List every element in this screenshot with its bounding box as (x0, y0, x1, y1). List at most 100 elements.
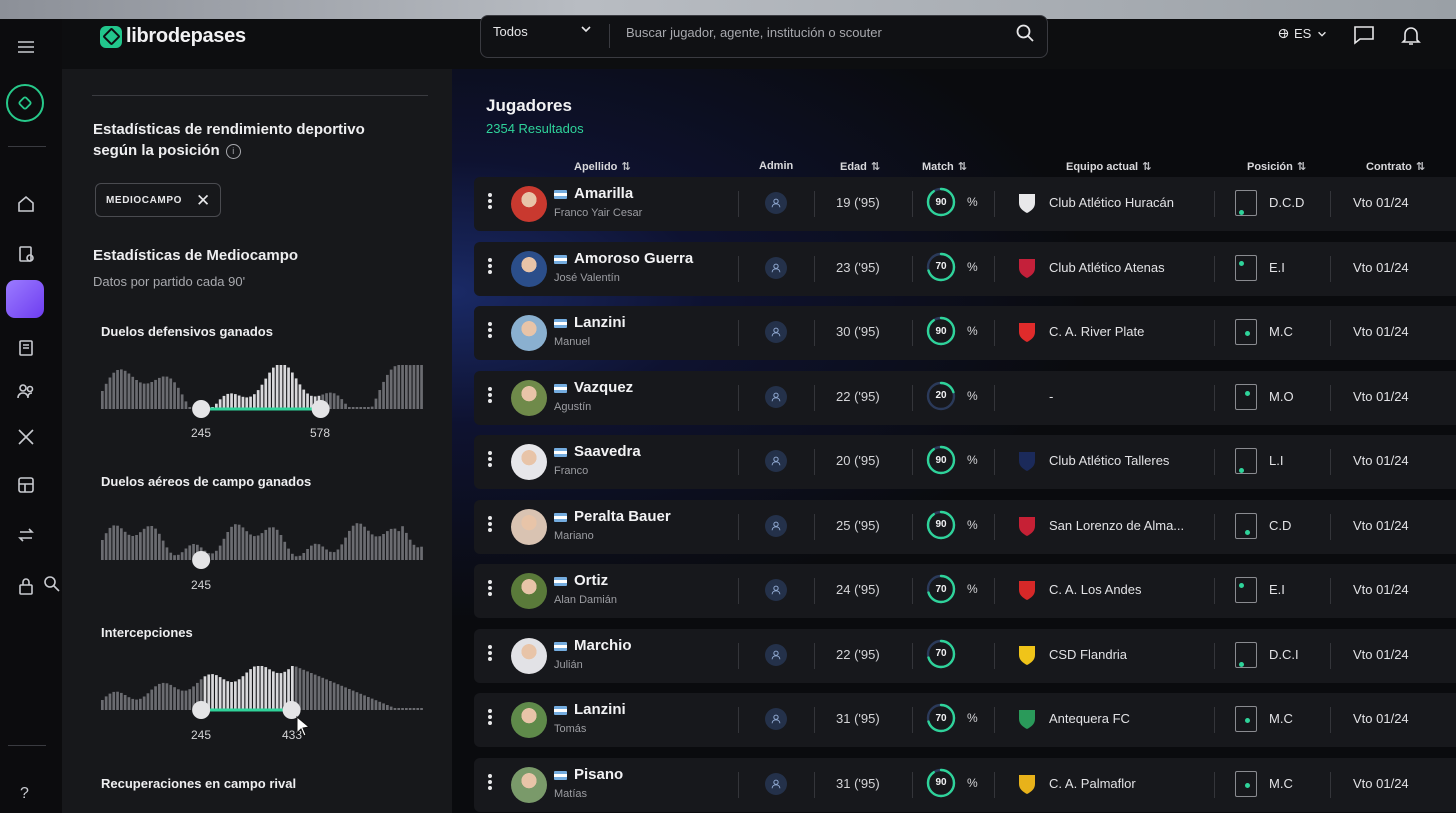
menu-icon[interactable] (14, 35, 38, 59)
team-name[interactable]: Club Atlético Atenas (1049, 259, 1165, 275)
player-last-name[interactable]: Lanzini (574, 701, 626, 718)
avatar[interactable] (511, 573, 547, 609)
player-row[interactable]: Marchio Julián 22 ('95) 70 CSD Flandria (474, 628, 1456, 683)
column-header-apellido[interactable]: Apellido ⇅ (574, 160, 631, 174)
team-name[interactable]: C. A. River Plate (1049, 324, 1145, 339)
player-row[interactable]: Saavedra Franco 20 ('95) 90 % Club Atlét… (474, 435, 1456, 489)
avatar[interactable] (511, 702, 547, 738)
close-icon[interactable]: ✕ (196, 190, 211, 210)
team-name[interactable]: Antequera FC (1049, 711, 1130, 726)
avatar[interactable] (511, 186, 547, 222)
chevron-down-icon[interactable] (579, 22, 593, 36)
search-icon[interactable] (40, 572, 64, 596)
layout-icon[interactable] (14, 473, 38, 497)
player-row[interactable]: Amoroso Guerra José Valentín 23 ('95) 70… (474, 241, 1456, 296)
player-last-name[interactable]: Vazquez (574, 378, 634, 396)
admin-user-icon[interactable] (765, 514, 787, 537)
slider-handle[interactable] (192, 701, 211, 719)
team-name[interactable]: CSD Flandria (1049, 646, 1128, 662)
admin-user-icon[interactable] (765, 450, 787, 472)
player-last-name[interactable]: Marchio (574, 636, 632, 654)
player-row[interactable]: Vazquez Agustín 22 ('95) 20 % - M.O (474, 370, 1456, 425)
player-last-name[interactable]: Lanzini (574, 314, 626, 331)
team-name[interactable]: Club Atlético Talleres (1049, 453, 1170, 468)
row-menu-icon[interactable] (488, 773, 492, 792)
player-row[interactable]: Lanzini Tomás 31 ('95) 70 % Antequera FC (474, 693, 1456, 747)
search-input[interactable]: Buscar jugador, agente, institución o sc… (626, 25, 882, 40)
admin-user-icon[interactable] (765, 321, 787, 343)
row-menu-icon[interactable] (488, 580, 492, 598)
player-last-name[interactable]: Saavedra (574, 443, 641, 460)
avatar[interactable] (511, 508, 547, 545)
row-menu-icon[interactable] (488, 515, 492, 534)
player-last-name[interactable]: Peralta Bauer (574, 507, 671, 525)
bell-icon[interactable] (1399, 23, 1423, 47)
admin-user-icon[interactable] (765, 256, 787, 279)
player-row[interactable]: Pisano Matías 31 ('95) 90 % C. A. Palmaf… (474, 757, 1456, 812)
column-header-edad[interactable]: Edad ⇅ (840, 160, 880, 174)
histogram-interceptions[interactable] (101, 660, 424, 730)
slider-handle[interactable] (282, 701, 301, 719)
avatar[interactable] (511, 250, 547, 287)
histogram-aerial-duels[interactable] (101, 510, 424, 580)
histogram-bar (203, 676, 207, 710)
player-row[interactable]: Peralta Bauer Mariano 25 ('95) 90 % San … (474, 499, 1456, 554)
admin-user-icon[interactable] (765, 385, 787, 408)
profile-logo-icon[interactable] (6, 84, 44, 122)
admin-user-icon[interactable] (765, 579, 787, 601)
avatar[interactable] (511, 637, 547, 674)
histogram-defensive-duels[interactable] (101, 359, 424, 429)
row-menu-icon[interactable] (488, 386, 492, 405)
player-last-name[interactable]: Amoroso Guerra (574, 249, 694, 267)
slider-handle[interactable] (192, 400, 211, 418)
transfer-icon[interactable] (14, 523, 38, 547)
column-header-equipo[interactable]: Equipo actual ⇅ (1066, 160, 1151, 174)
document-settings-icon[interactable] (14, 242, 38, 266)
team-name[interactable]: C. A. Los Andes (1049, 582, 1142, 597)
slider-handle[interactable] (192, 551, 211, 569)
player-row[interactable]: Lanzini Manuel 30 ('95) 90 % C. A. River… (474, 306, 1456, 360)
home-icon[interactable] (14, 192, 38, 216)
column-header-contrato[interactable]: Contrato ⇅ (1366, 160, 1425, 174)
brand-logo[interactable]: librodepases (100, 25, 246, 48)
player-row[interactable]: Amarilla Franco Yair Cesar 19 ('95) 90 %… (474, 177, 1456, 231)
column-header-match[interactable]: Match ⇅ (922, 160, 967, 174)
position-filter-chip[interactable]: MEDIOCAMPO ✕ (95, 183, 222, 217)
avatar[interactable] (511, 444, 547, 480)
row-menu-icon[interactable] (488, 322, 492, 340)
avatar[interactable] (511, 379, 547, 416)
tools-icon[interactable] (14, 425, 38, 449)
notebook-icon[interactable] (14, 336, 38, 360)
search-submit-icon[interactable] (1015, 23, 1035, 43)
player-row[interactable]: Ortiz Alan Damián 24 ('95) 70 % C. A. Lo… (474, 564, 1456, 618)
histogram-bar (416, 708, 420, 710)
lock-icon[interactable] (14, 574, 38, 598)
users-icon[interactable] (14, 379, 38, 403)
slider-handle[interactable] (311, 400, 330, 418)
language-selector[interactable]: ES (1278, 26, 1328, 41)
help-button[interactable]: ? (20, 785, 29, 802)
team-name[interactable]: - (1049, 388, 1054, 404)
player-last-name[interactable]: Pisano (574, 765, 624, 783)
admin-user-icon[interactable] (765, 192, 787, 214)
team-name[interactable]: Club Atlético Huracán (1049, 195, 1175, 210)
row-menu-icon[interactable] (488, 451, 492, 469)
info-icon[interactable]: i (225, 143, 241, 159)
admin-user-icon[interactable] (765, 772, 787, 795)
player-last-name[interactable]: Ortiz (574, 572, 609, 589)
team-name[interactable]: C. A. Palmaflor (1049, 775, 1136, 791)
column-header-posicion[interactable]: Posición ⇅ (1247, 160, 1306, 174)
row-menu-icon[interactable] (488, 257, 492, 276)
chat-icon[interactable] (1352, 23, 1376, 47)
player-last-name[interactable]: Amarilla (574, 185, 634, 202)
rail-active-item[interactable] (6, 280, 44, 318)
row-menu-icon[interactable] (488, 709, 492, 727)
avatar[interactable] (511, 315, 547, 351)
row-menu-icon[interactable] (488, 644, 492, 663)
team-name[interactable]: San Lorenzo de Alma... (1049, 517, 1185, 533)
avatar[interactable] (511, 766, 547, 803)
admin-user-icon[interactable] (765, 643, 787, 666)
search-filter-select[interactable]: Todos (493, 24, 528, 39)
admin-user-icon[interactable] (765, 708, 787, 730)
row-menu-icon[interactable] (488, 193, 492, 211)
